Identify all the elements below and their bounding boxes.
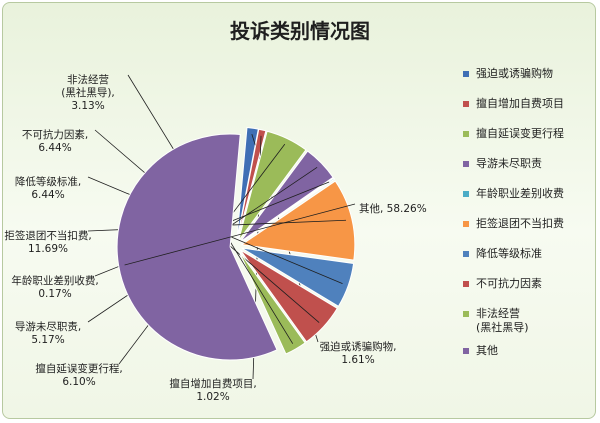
legend-label-0: 强迫或诱骗购物 [476, 67, 553, 80]
data-label-8: 非法经营(黑社黑导), 3.13% [61, 73, 115, 112]
data-label-3: 导游未尽职责, 5.17% [15, 320, 81, 346]
legend-item-3: 导游未尽职责 [463, 157, 593, 171]
data-label-5: 拒签退团不当扣费, 11.69% [4, 229, 91, 255]
legend-swatch-4 [463, 191, 469, 197]
legend-item-2: 擅自延误变更行程 [463, 127, 593, 141]
legend-item-9: 其他 [463, 344, 593, 358]
legend-item-6: 降低等级标准 [463, 247, 593, 261]
legend-label-7: 不可抗力因素 [476, 277, 542, 290]
legend-label-3: 导游未尽职责 [476, 157, 542, 170]
legend-label-1: 擅自增加自费项目 [476, 97, 564, 110]
legend-swatch-6 [463, 251, 469, 257]
legend-item-7: 不可抗力因素 [463, 277, 593, 291]
pie-slice-3 [239, 150, 334, 243]
legend-label-5: 拒签退团不当扣费 [476, 217, 564, 230]
legend-item-1: 擅自增加自费项目 [463, 97, 593, 111]
legend-swatch-7 [463, 281, 469, 287]
legend-swatch-9 [463, 348, 469, 354]
legend-swatch-5 [463, 221, 469, 227]
data-label-9: 其他, 58.26% [359, 202, 427, 215]
pie-slice-6 [241, 247, 355, 307]
legend-item-4: 年龄职业差别收费 [463, 187, 593, 201]
legend-item-5: 拒签退团不当扣费 [463, 217, 593, 231]
legend-swatch-8 [463, 311, 469, 317]
pie-slice-8 [238, 250, 306, 355]
data-label-7: 不可抗力因素, 6.44% [22, 128, 88, 154]
pie-slice-1 [236, 128, 267, 241]
leader-line-9 [124, 203, 356, 266]
legend-item-8: 非法经营 (黑社黑导) [463, 307, 593, 335]
data-label-1: 擅自增加自费项目, 1.02% [169, 377, 256, 403]
chart-title: 投诉类别情况图 [230, 19, 370, 43]
legend-label-8: 非法经营 (黑社黑导) [476, 307, 529, 334]
legend-label-4: 年龄职业差别收费 [476, 187, 564, 200]
legend-swatch-0 [463, 71, 469, 77]
legend-swatch-2 [463, 131, 469, 137]
data-label-6: 降低等级标准, 6.44% [15, 175, 81, 201]
legend-label-9: 其他 [476, 344, 498, 357]
legend-label-2: 擅自延误变更行程 [476, 127, 564, 140]
pie-slice-5 [240, 180, 356, 261]
legend-item-0: 强迫或诱骗购物 [463, 67, 593, 81]
legend-swatch-1 [463, 101, 469, 107]
pie-slice-2 [238, 130, 307, 241]
data-label-4: 年龄职业差别收费, 0.17% [11, 274, 98, 300]
chart-frame: 投诉类别情况图 强迫或诱骗购物, 1.61% 擅自增加自费项目, 1.02% 擅自延误变… [2, 2, 596, 419]
pie-chart: 强迫或诱骗购物, 1.61% 擅自增加自费项目, 1.02% 擅自延误变更行程, 6.10… [4, 73, 427, 403]
legend-label-6: 降低等级标准 [476, 247, 542, 260]
data-label-0: 强迫或诱骗购物, 1.61% [320, 340, 397, 366]
pie-slice-9 [116, 133, 278, 361]
pie-slice-7 [240, 249, 338, 343]
legend-swatch-3 [463, 161, 469, 167]
pie-slice-4 [240, 177, 336, 244]
data-label-2: 擅自延误变更行程, 6.10% [35, 362, 122, 388]
